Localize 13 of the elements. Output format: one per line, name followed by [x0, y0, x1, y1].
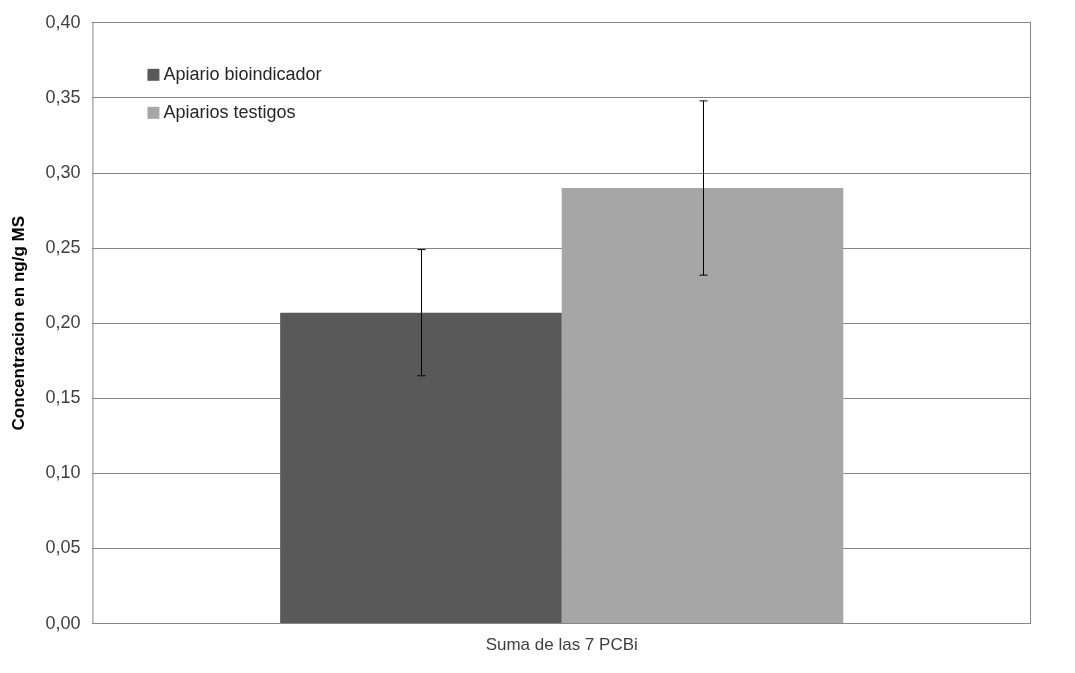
y-tick-label: 0,15	[45, 387, 81, 408]
legend-label: Apiarios testigos	[163, 101, 296, 122]
y-tick-label: 0,00	[45, 612, 81, 633]
y-tick-label: 0,35	[45, 86, 81, 107]
x-tick-label: Suma de las 7 PCBi	[485, 635, 638, 655]
y-tick-label: 0,20	[45, 312, 81, 333]
y-tick-label: 0,10	[45, 462, 81, 483]
y-tick-label: 0,30	[45, 161, 81, 182]
y-tick-label: 0,40	[45, 11, 81, 32]
y-tick-label: 0,05	[45, 537, 81, 558]
legend-label: Apiario bioindicador	[163, 63, 322, 84]
y-axis-title: Concentracion en ng/g MS	[8, 216, 28, 431]
y-tick-label: 0,25	[45, 237, 81, 258]
